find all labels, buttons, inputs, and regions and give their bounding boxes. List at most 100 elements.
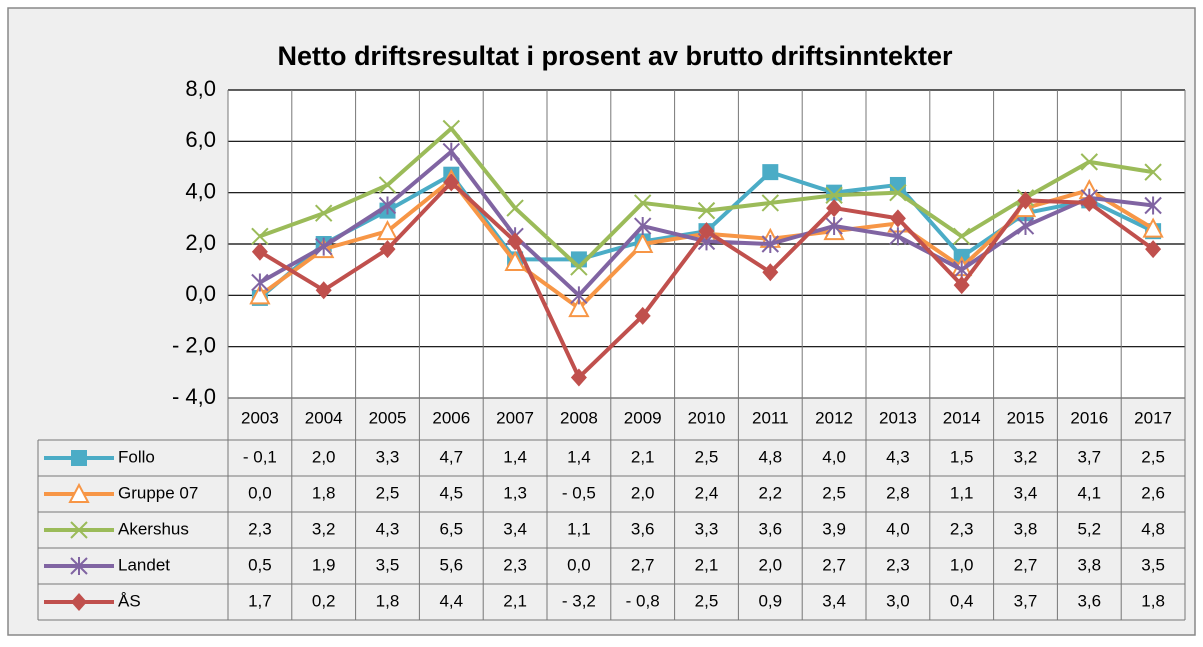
x-tick-label: 2006 bbox=[432, 408, 470, 427]
table-cell: 0,9 bbox=[758, 591, 782, 610]
marker bbox=[889, 209, 906, 228]
table-cell: 2,4 bbox=[695, 483, 719, 502]
x-tick-label: 2010 bbox=[688, 408, 726, 427]
x-tick-label: 2013 bbox=[879, 408, 917, 427]
table-cell: - 0,8 bbox=[626, 591, 660, 610]
marker bbox=[570, 258, 588, 276]
table-cell: - 3,2 bbox=[562, 591, 596, 610]
marker bbox=[1142, 217, 1164, 238]
marker bbox=[1144, 196, 1162, 215]
table-cell: 3,6 bbox=[758, 519, 782, 538]
x-tick-label: 2009 bbox=[624, 408, 662, 427]
table-cell: 5,6 bbox=[439, 555, 463, 574]
legend-label: Gruppe 07 bbox=[118, 483, 198, 502]
table-cell: 2,3 bbox=[886, 555, 910, 574]
x-tick-label: 2012 bbox=[815, 408, 853, 427]
marker bbox=[378, 196, 397, 215]
legend-label: Akershus bbox=[118, 519, 189, 538]
marker bbox=[889, 183, 907, 202]
legend-marker bbox=[68, 482, 90, 503]
table-cell: 1,7 bbox=[248, 591, 272, 610]
marker bbox=[251, 242, 268, 261]
marker bbox=[825, 186, 843, 204]
table-cell: 4,0 bbox=[822, 447, 846, 466]
marker bbox=[761, 194, 780, 212]
legend-label: Landet bbox=[118, 555, 170, 574]
x-tick-label: 2004 bbox=[305, 408, 343, 427]
table-cell: 4,7 bbox=[439, 447, 463, 466]
marker bbox=[953, 276, 970, 295]
table-cell: 2,6 bbox=[1141, 483, 1165, 502]
table-cell: 6,5 bbox=[439, 519, 463, 538]
table-cell: 4,4 bbox=[439, 591, 463, 610]
marker bbox=[825, 217, 843, 236]
table-cell: 3,2 bbox=[1014, 447, 1038, 466]
table-cell: 3,8 bbox=[1077, 555, 1101, 574]
table-cell: 2,0 bbox=[631, 483, 655, 502]
table-cell: 3,9 bbox=[822, 519, 846, 538]
x-tick-label: 2017 bbox=[1134, 408, 1172, 427]
marker bbox=[762, 164, 779, 181]
table-cell: 0,0 bbox=[248, 483, 272, 502]
marker bbox=[378, 176, 397, 194]
y-tick-label: - 4,0 bbox=[172, 384, 216, 409]
marker bbox=[633, 194, 652, 212]
table-cell: 2,5 bbox=[1141, 447, 1165, 466]
table-cell: 2,7 bbox=[822, 555, 846, 574]
table-cell: 1,4 bbox=[567, 447, 591, 466]
table-cell: 2,0 bbox=[312, 447, 336, 466]
table-cell: 4,8 bbox=[1141, 519, 1165, 538]
table-cell: 3,6 bbox=[1077, 591, 1101, 610]
legend-marker bbox=[71, 450, 87, 466]
marker bbox=[504, 250, 526, 271]
marker bbox=[1016, 217, 1035, 236]
marker bbox=[442, 119, 461, 138]
table-cell: 1,1 bbox=[567, 519, 591, 538]
table-cell: 2,5 bbox=[695, 591, 719, 610]
table-cell: 1,4 bbox=[503, 447, 527, 466]
table-cell: 1,8 bbox=[1141, 591, 1165, 610]
table-cell: - 0,1 bbox=[243, 447, 277, 466]
marker bbox=[379, 240, 396, 259]
table-cell: 3,5 bbox=[1141, 555, 1165, 574]
table-cell: 0,5 bbox=[248, 555, 272, 574]
table-cell: 4,0 bbox=[886, 519, 910, 538]
x-tick-label: 2016 bbox=[1070, 408, 1108, 427]
table-cell: 4,8 bbox=[758, 447, 782, 466]
marker bbox=[826, 199, 843, 218]
marker bbox=[376, 220, 399, 241]
marker bbox=[1080, 153, 1099, 171]
marker bbox=[249, 284, 271, 305]
table-cell: 0,4 bbox=[950, 591, 974, 610]
table-cell: 2,3 bbox=[950, 519, 974, 538]
table-cell: 3,8 bbox=[1014, 519, 1038, 538]
marker bbox=[634, 306, 651, 325]
marker bbox=[315, 281, 332, 300]
table-cell: - 0,5 bbox=[562, 483, 596, 502]
marker bbox=[507, 232, 524, 251]
marker bbox=[314, 204, 333, 222]
marker bbox=[1145, 240, 1162, 259]
marker bbox=[762, 263, 779, 282]
table-cell: 1,3 bbox=[503, 483, 527, 502]
table-cell: 1,8 bbox=[376, 591, 400, 610]
table-cell: 3,3 bbox=[695, 519, 719, 538]
table-cell: 1,5 bbox=[950, 447, 974, 466]
x-tick-label: 2015 bbox=[1007, 408, 1045, 427]
table-cell: 0,0 bbox=[567, 555, 591, 574]
table-cell: 2,1 bbox=[631, 447, 655, 466]
table-cell: 4,3 bbox=[886, 447, 910, 466]
x-tick-label: 2011 bbox=[752, 408, 789, 427]
x-tick-label: 2007 bbox=[496, 408, 534, 427]
marker bbox=[952, 227, 971, 246]
table-cell: 2,2 bbox=[758, 483, 782, 502]
legend-marker bbox=[70, 521, 88, 539]
marker bbox=[697, 201, 716, 220]
table-cell: 2,7 bbox=[1014, 555, 1038, 574]
table-cell: 2,7 bbox=[631, 555, 655, 574]
table-cell: 2,1 bbox=[695, 555, 719, 574]
marker bbox=[570, 368, 587, 387]
table-cell: 4,1 bbox=[1077, 483, 1101, 502]
table-cell: 1,8 bbox=[312, 483, 336, 502]
